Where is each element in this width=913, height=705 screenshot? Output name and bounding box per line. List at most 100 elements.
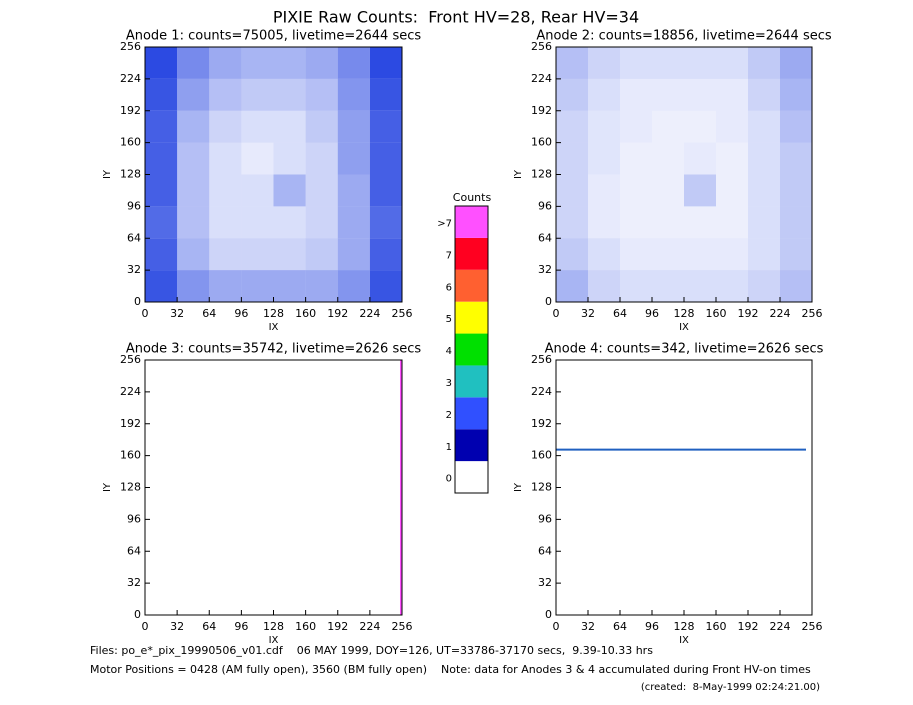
x-tick-label: 160 (295, 620, 316, 633)
heatmap-cell (241, 238, 274, 271)
colorbar-label: 3 (446, 378, 452, 389)
heatmap-cell (369, 238, 402, 271)
y-tick-label: 32 (127, 263, 141, 276)
heatmap-cell (620, 174, 652, 207)
colorbar-swatch (455, 397, 488, 430)
heatmap-cell (209, 270, 242, 302)
y-tick-label: 256 (531, 40, 552, 53)
heatmap-cell (337, 174, 370, 207)
heatmap-cell (145, 110, 178, 143)
heatmap-cell (369, 47, 402, 79)
heatmap-cell (588, 78, 620, 111)
x-axis-label: IX (269, 635, 279, 646)
heatmap-cell (241, 174, 274, 207)
y-tick-label: 192 (531, 417, 552, 430)
heatmap-cell (684, 238, 716, 271)
heatmap-cell (748, 174, 780, 207)
heatmap-cell (369, 78, 402, 111)
heatmap-cell (556, 78, 588, 111)
heatmap-cell (145, 206, 178, 239)
heatmap-cell (209, 110, 242, 143)
colorbar-swatch (455, 429, 488, 462)
colorbar-label: 4 (446, 346, 452, 357)
y-tick-label: 128 (120, 168, 141, 181)
heatmap-cell (305, 206, 338, 239)
y-tick-label: 128 (120, 481, 141, 494)
y-tick-label: 128 (531, 481, 552, 494)
x-tick-label: 64 (202, 307, 216, 320)
heatmap-cell (556, 142, 588, 175)
x-tick-label: 224 (359, 307, 380, 320)
heatmap-cell (145, 238, 178, 271)
heatmap-cell (748, 78, 780, 111)
footer-created: (created: 8-May-1999 02:24:21.00) (641, 682, 820, 693)
x-tick-label: 192 (327, 307, 348, 320)
heatmap-cell (177, 47, 210, 79)
heatmap-cell (748, 206, 780, 239)
heatmap-cell (588, 142, 620, 175)
y-tick-label: 256 (120, 353, 141, 366)
x-tick-label: 192 (738, 307, 759, 320)
heatmap-cell (620, 47, 652, 79)
y-tick-label: 0 (545, 608, 552, 621)
y-tick-label: 256 (120, 40, 141, 53)
x-tick-label: 160 (706, 620, 727, 633)
heatmap-cell (684, 110, 716, 143)
panel-title: Anode 4: counts=342, livetime=2626 secs (545, 342, 824, 357)
y-tick-label: 32 (538, 263, 552, 276)
x-tick-label: 128 (263, 307, 284, 320)
heatmap-cell (684, 142, 716, 175)
y-tick-label: 64 (538, 544, 552, 557)
x-tick-label: 224 (770, 620, 791, 633)
y-tick-label: 192 (531, 104, 552, 117)
x-tick-label: 192 (327, 620, 348, 633)
x-tick-label: 192 (738, 620, 759, 633)
heatmap-cell (305, 174, 338, 207)
heatmap-cell (652, 174, 684, 207)
y-tick-label: 64 (127, 544, 141, 557)
y-tick-label: 224 (531, 385, 552, 398)
heatmap-cell (273, 174, 306, 207)
y-tick-label: 0 (545, 295, 552, 308)
heatmap-cell (684, 47, 716, 79)
heatmap-cell (337, 238, 370, 271)
y-tick-label: 160 (531, 449, 552, 462)
heatmap-cell (209, 174, 242, 207)
heatmap-cell (780, 78, 812, 111)
colorbar-swatch (455, 301, 488, 334)
x-tick-label: 128 (674, 307, 695, 320)
colorbar-title: Counts (453, 191, 492, 204)
x-tick-label: 32 (170, 307, 184, 320)
heatmap-cell (337, 270, 370, 302)
heatmap-cell (337, 47, 370, 79)
x-tick-label: 160 (295, 307, 316, 320)
x-tick-label: 32 (170, 620, 184, 633)
heatmap-cell (556, 174, 588, 207)
heatmap-cell (780, 47, 812, 79)
colorbar-swatch (455, 237, 488, 270)
heatmap-cell (305, 270, 338, 302)
x-tick-label: 64 (613, 307, 627, 320)
heatmap-cell (716, 78, 748, 111)
heatmap-cell (780, 206, 812, 239)
main-title: PIXIE Raw Counts: Front HV=28, Rear HV=3… (273, 8, 639, 27)
heatmap-cell (369, 174, 402, 207)
heatmap-cell (209, 47, 242, 79)
heatmap-cell (369, 142, 402, 175)
heatmap-cell (273, 238, 306, 271)
heatmap-cell (588, 270, 620, 302)
heatmap-cell (652, 142, 684, 175)
y-tick-label: 224 (531, 72, 552, 85)
heatmap-cell (556, 206, 588, 239)
heatmap-cell (337, 78, 370, 111)
colorbar-label: 6 (446, 282, 452, 293)
x-tick-label: 32 (581, 620, 595, 633)
heatmap-cell (716, 206, 748, 239)
heatmap-cell (177, 78, 210, 111)
x-tick-label: 0 (553, 620, 560, 633)
heatmap-cell (273, 206, 306, 239)
heatmap-cell (273, 270, 306, 302)
heatmap-cell (684, 78, 716, 111)
y-axis-label: IY (102, 482, 113, 492)
heatmap-cell (337, 110, 370, 143)
